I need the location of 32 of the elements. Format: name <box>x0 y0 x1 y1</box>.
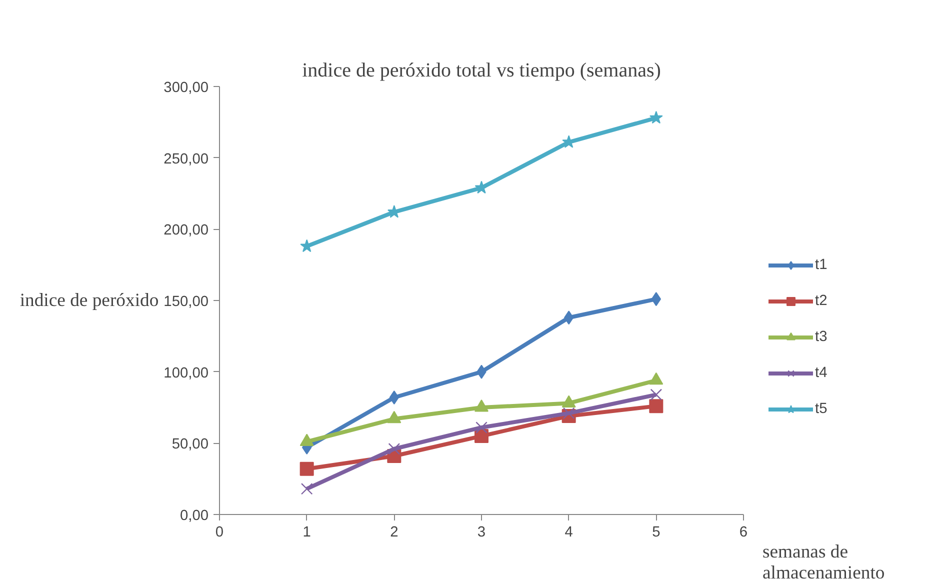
x-tick-label: 3 <box>477 524 486 540</box>
chart-title: indice de peróxido total vs tiempo (semanas) <box>302 60 661 82</box>
point <box>474 180 488 194</box>
y-tick-label: 150,00 <box>164 294 208 310</box>
x-tick-label: 5 <box>652 524 660 540</box>
legend-label: t1 <box>815 257 828 273</box>
legend-label: t5 <box>815 401 828 417</box>
point <box>650 388 662 401</box>
x-tick-label: 0 <box>215 524 224 540</box>
x-tick-label: 4 <box>564 524 573 540</box>
point <box>562 407 575 420</box>
y-tick-label: 200,00 <box>164 222 208 239</box>
point <box>474 429 488 444</box>
point <box>476 422 488 434</box>
x-tick-label: 2 <box>390 524 398 540</box>
point <box>649 110 663 124</box>
legend-label: t3 <box>815 329 828 345</box>
point <box>388 442 400 455</box>
y-tick-label: 0,00 <box>180 508 209 524</box>
legend-label: t4 <box>815 365 828 381</box>
x-axis-title: semanas de almacenamiento <box>762 542 885 584</box>
y-tick-label: 300,00 <box>164 80 208 96</box>
x-tick-label: 6 <box>739 524 748 540</box>
point <box>300 482 313 495</box>
y-axis-title: indice de peróxido <box>20 290 159 311</box>
y-tick-label: 50,00 <box>172 436 209 453</box>
x-tick-label: 1 <box>302 524 311 540</box>
point <box>649 399 664 414</box>
y-tick-label: 250,00 <box>164 151 208 168</box>
y-tick-label: 100,00 <box>164 365 208 382</box>
legend-label: t2 <box>815 293 828 309</box>
point <box>300 462 314 476</box>
